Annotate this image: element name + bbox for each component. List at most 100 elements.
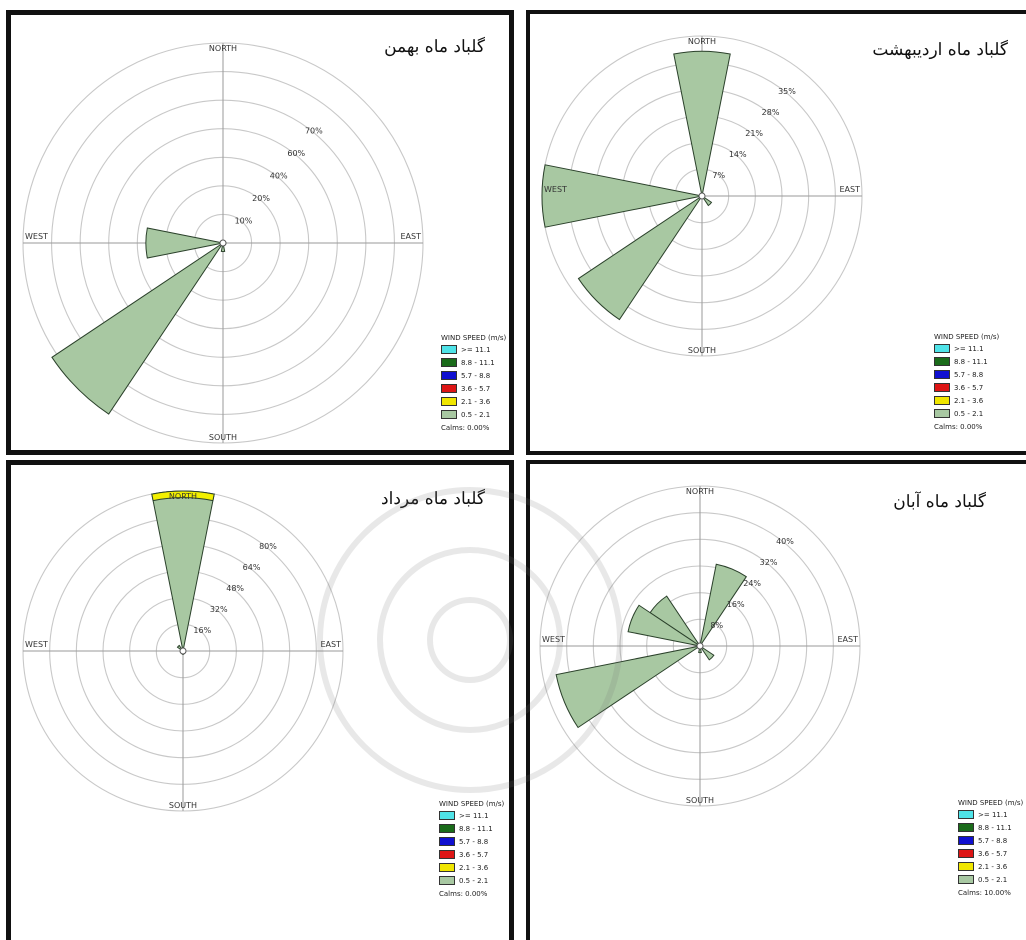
legend-rows-1: >= 11.1 8.8 - 11.1 5.7 - 8.8 3.6 - 5.7 2.1 -… [441, 343, 506, 421]
wind-petal [220, 242, 226, 253]
legend-item: 8.8 - 11.1 [958, 821, 1023, 834]
legend-item: 3.6 - 5.7 [958, 847, 1023, 860]
legend-title-4: WIND SPEED (m/s) [958, 799, 1024, 807]
compass-east: EAST [401, 232, 422, 241]
legend-swatch [439, 850, 455, 859]
legend-label: 3.6 - 5.7 [459, 850, 489, 859]
chart-title-2: گلباد ماه اردیبهشت [872, 40, 1008, 60]
legend-label: >= 11.1 [978, 810, 1008, 819]
legend-label: 5.7 - 8.8 [954, 370, 984, 379]
calms-label-4: Calms: 10.00% [958, 889, 1011, 897]
wind-rose-3: 16% 32% 48% 64% 80% NORTH SOUTH EAST WEST [22, 490, 344, 812]
legend-label: 3.6 - 5.7 [461, 384, 491, 393]
legend-item: 3.6 - 5.7 [441, 382, 506, 395]
ring-label: 40% [270, 171, 288, 180]
legend-item: 5.7 - 8.8 [958, 834, 1023, 847]
wind-petal [577, 195, 703, 321]
legend-swatch [439, 811, 455, 820]
legend-label: 2.1 - 3.6 [461, 397, 491, 406]
legend-swatch [441, 410, 457, 419]
wind-petal [145, 227, 224, 259]
legend-item: 0.5 - 2.1 [934, 407, 999, 420]
ring-label: 60% [287, 149, 305, 158]
legend-swatch [441, 371, 457, 380]
legend-label: 3.6 - 5.7 [954, 383, 984, 392]
wind-petal [699, 645, 715, 661]
compass-south: SOUTH [688, 346, 716, 355]
wind-petal [51, 242, 224, 415]
legend-label: 8.8 - 11.1 [459, 824, 493, 833]
legend-swatch [441, 384, 457, 393]
legend-swatch [958, 823, 974, 832]
legend-label: >= 11.1 [459, 811, 489, 820]
compass-north: NORTH [209, 44, 237, 53]
compass-west: WEST [25, 640, 48, 649]
ring-label: 16% [727, 600, 745, 609]
compass-east: EAST [840, 185, 861, 194]
legend-item: 2.1 - 3.6 [439, 861, 504, 874]
legend-rows-4: >= 11.1 8.8 - 11.1 5.7 - 8.8 3.6 - 5.7 2.1 -… [958, 808, 1023, 886]
compass-north: NORTH [688, 37, 716, 46]
legend-label: 5.7 - 8.8 [459, 837, 489, 846]
ring-label: 10% [235, 216, 253, 225]
ring-label: 48% [226, 584, 244, 593]
wind-rose-1: 10% 20% 40% 60% 70% NORTH SOUTH EAST WEST [22, 42, 424, 444]
legend-swatch [934, 409, 950, 418]
compass-east: EAST [838, 635, 859, 644]
legend-swatch [934, 344, 950, 353]
legend-label: 5.7 - 8.8 [461, 371, 491, 380]
ring-label: 80% [259, 542, 277, 551]
calms-label-3: Calms: 0.00% [439, 890, 488, 898]
legend-label: 0.5 - 2.1 [461, 410, 491, 419]
compass-west: WEST [542, 635, 565, 644]
legend-label: 0.5 - 2.1 [954, 409, 984, 418]
wind-petal [627, 604, 701, 647]
legend-label: 2.1 - 3.6 [954, 396, 984, 405]
legend-swatch [958, 875, 974, 884]
legend-item: 3.6 - 5.7 [934, 381, 999, 394]
legend-swatch [958, 862, 974, 871]
chart-title-3: گلباد ماه مرداد [381, 489, 485, 509]
legend-2: WIND SPEED (m/s) >= 11.1 8.8 - 11.1 5.7 - … [934, 332, 999, 432]
compass-west: WEST [544, 185, 567, 194]
wind-rose-panel-3: 16% 32% 48% 64% 80% NORTH SOUTH EAST WEST گلباد … [6, 460, 514, 940]
legend-swatch [934, 370, 950, 379]
legend-item: 3.6 - 5.7 [439, 848, 504, 861]
legend-swatch [441, 397, 457, 406]
legend-4: WIND SPEED (m/s) >= 11.1 8.8 - 11.1 5.7 - … [958, 798, 1023, 898]
legend-item: 8.8 - 11.1 [441, 356, 506, 369]
ring-label: 24% [743, 579, 761, 588]
wind-rose-panel-4: 8% 16% 24% 32% 40% NORTH SOUTH EAST WEST گلباد م… [526, 460, 1026, 940]
legend-swatch [934, 396, 950, 405]
calm-center [179, 647, 187, 655]
legend-title-3: WIND SPEED (m/s) [439, 800, 505, 808]
compass-east: EAST [321, 640, 342, 649]
calms-label-2: Calms: 0.00% [934, 423, 983, 431]
legend-label: 0.5 - 2.1 [978, 875, 1008, 884]
calm-center [696, 642, 704, 650]
legend-item: 8.8 - 11.1 [439, 822, 504, 835]
ring-label: 35% [778, 87, 796, 96]
wind-rose-panel-2: 7% 14% 21% 28% 35% NORTH SOUTH EAST WEST گلباد م… [526, 10, 1026, 455]
legend-swatch [439, 824, 455, 833]
calm-center [219, 239, 227, 247]
legend-label: 0.5 - 2.1 [459, 876, 489, 885]
ring-label: 32% [210, 605, 228, 614]
legend-1: WIND SPEED (m/s) >= 11.1 8.8 - 11.1 5.7 - … [441, 333, 506, 433]
legend-item: 5.7 - 8.8 [934, 368, 999, 381]
legend-label: 5.7 - 8.8 [978, 836, 1008, 845]
ring-label: 14% [729, 150, 747, 159]
legend-item: 0.5 - 2.1 [439, 874, 504, 887]
legend-label: 8.8 - 11.1 [461, 358, 495, 367]
legend-label: 2.1 - 3.6 [459, 863, 489, 872]
legend-label: 8.8 - 11.1 [954, 357, 988, 366]
wind-petal-speed-band [151, 490, 215, 502]
legend-swatch [958, 836, 974, 845]
wind-rose-4: 8% 16% 24% 32% 40% NORTH SOUTH EAST WEST [539, 485, 861, 807]
legend-swatch [958, 849, 974, 858]
ring-label: 64% [243, 563, 261, 572]
legend-label: 2.1 - 3.6 [978, 862, 1008, 871]
ring-label: 7% [712, 171, 725, 180]
wind-rose-panel-1: 10% 20% 40% 60% 70% NORTH SOUTH EAST WEST گلباد … [6, 10, 514, 455]
compass-south: SOUTH [686, 796, 714, 805]
